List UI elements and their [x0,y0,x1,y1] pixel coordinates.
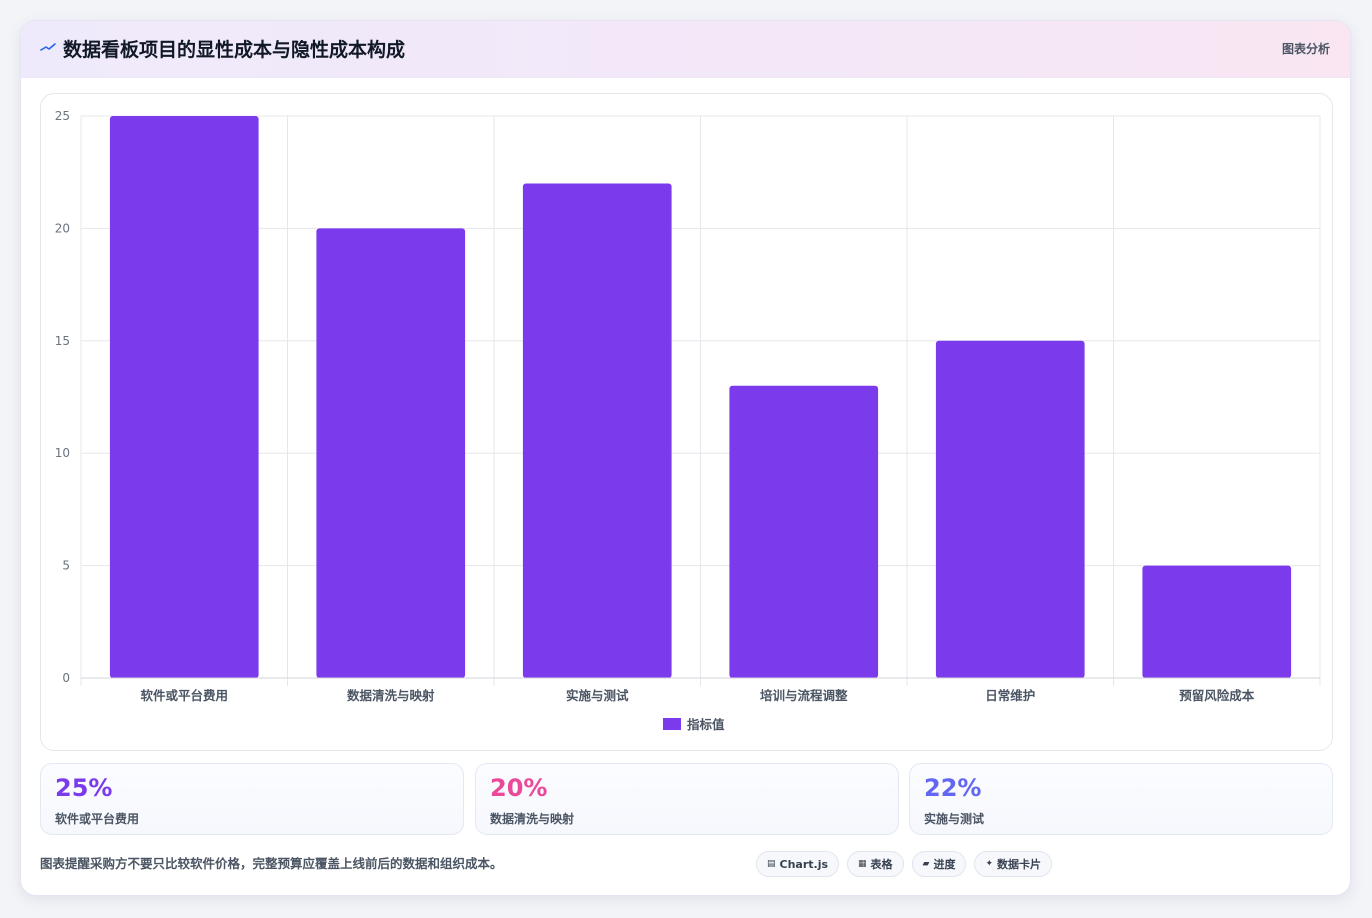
y-tick-label: 10 [55,446,70,460]
chip-progress[interactable]: ▰ 进度 [911,851,967,877]
x-tick-label: 日常维护 [985,688,1035,703]
chip-table[interactable]: ▦ 表格 [847,851,904,877]
stat-card-software: 25% 软件或平台费用 [40,763,464,835]
chart-panel: 0 5 10 15 20 25 软件或平台费用 数据清洗与映射 实施与测试 培训与流程调整 日常维护… [40,93,1333,751]
stat-label: 数据清洗与映射 [490,812,575,826]
legend-label: 指标值 [687,717,725,732]
x-tick-label: 实施与测试 [566,688,629,703]
chip-label: 数据卡片 [997,858,1042,871]
chip-chartjs[interactable]: ▤ Chart.js [756,851,840,877]
trend-line-icon [40,43,56,51]
bar [109,116,259,678]
x-tick-label: 数据清洗与映射 [346,688,435,703]
y-tick-label: 5 [62,559,70,573]
stat-value: 22% [924,774,982,802]
chip-label: Chart.js [779,857,829,871]
stat-card-implementation: 22% 实施与测试 [909,763,1333,835]
bar [316,228,466,678]
bar-chart: 0 5 10 15 20 25 软件或平台费用 数据清洗与映射 实施与测试 培训与流程调整 日常维护… [55,109,1321,732]
stat-value: 20% [490,774,548,802]
y-tick-label: 25 [55,109,70,123]
dashboard-card: 数据看板项目的显性成本与隐性成本构成 图表分析 0 5 10 15 20 25 软件或平台费… [20,20,1351,896]
chip-label: 进度 [933,858,956,871]
stat-value: 25% [55,774,113,802]
chip-label: 表格 [870,858,893,871]
chart-icon: ▤ [767,859,776,869]
footer-note: 图表提醒采购方不要只比较软件价格，完整预算应覆盖上线前后的数据和组织成本。 [40,856,503,871]
card-header: 数据看板项目的显性成本与隐性成本构成 图表分析 [21,21,1350,78]
bar [729,385,879,678]
bar [935,340,1085,678]
stat-label: 实施与测试 [924,812,985,826]
stat-label: 软件或平台费用 [55,812,140,826]
bar [1142,565,1292,678]
x-tick-label: 培训与流程调整 [760,688,848,703]
feature-chips: ▤ Chart.js ▦ 表格 ▰ 进度 ✦ 数据卡片 [756,851,1053,877]
x-tick-label: 软件或平台费用 [140,688,228,703]
y-tick-label: 20 [55,221,70,235]
table-icon: ▦ [858,859,867,869]
x-tick-label: 预留风险成本 [1179,688,1255,703]
stat-card-data-cleaning: 20% 数据清洗与映射 [475,763,899,835]
y-tick-label: 15 [55,334,70,348]
legend-swatch [663,718,681,730]
bar [522,183,672,678]
y-tick-label: 0 [62,671,70,685]
page-title: 数据看板项目的显性成本与隐性成本构成 [63,39,406,61]
chip-data-card[interactable]: ✦ 数据卡片 [974,851,1053,877]
progress-icon: ▰ [922,859,930,869]
chart-analysis-link[interactable]: 图表分析 [1281,42,1330,56]
card-icon: ✦ [985,859,994,869]
